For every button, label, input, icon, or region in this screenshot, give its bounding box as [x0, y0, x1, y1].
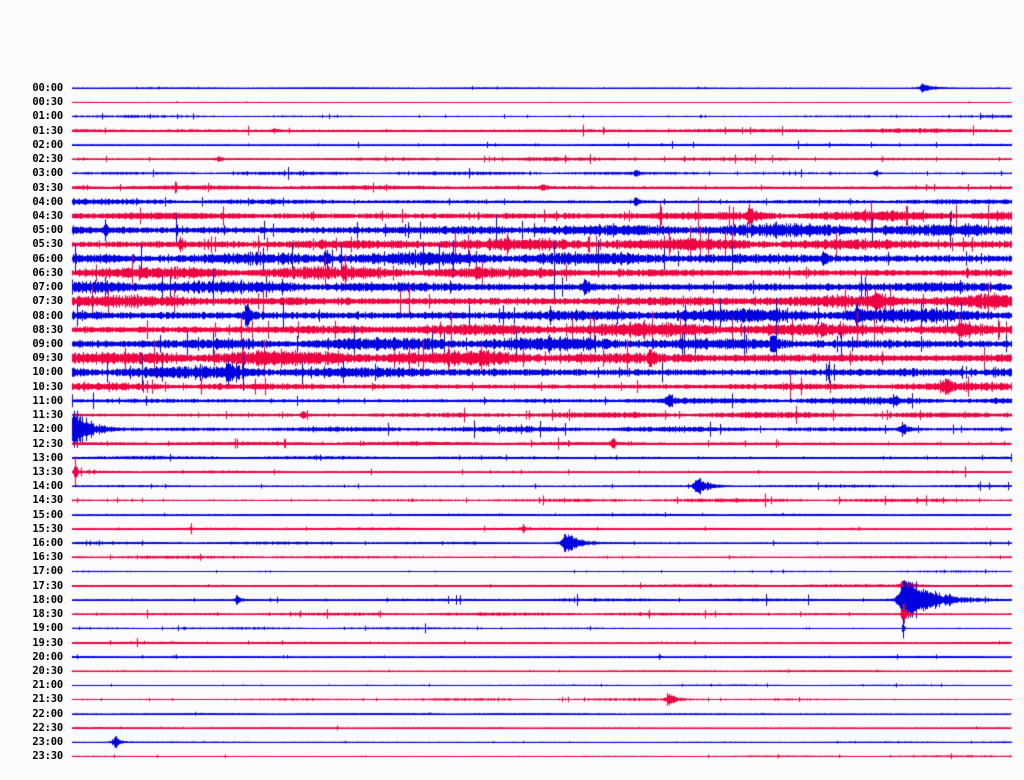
time-axis-label: 13:00	[32, 451, 63, 464]
time-axis-label: 18:00	[32, 593, 63, 606]
time-axis-label: 06:00	[32, 252, 63, 265]
time-axis-label: 04:00	[32, 195, 63, 208]
time-axis-label: 07:00	[32, 281, 63, 294]
time-axis-label: 23:30	[32, 750, 63, 763]
time-axis-label: 18:30	[32, 608, 63, 621]
time-axis-label: 15:00	[32, 508, 63, 521]
time-axis-label: 23:00	[32, 736, 63, 749]
time-axis-label: 19:00	[32, 622, 63, 635]
time-axis-label: 01:00	[32, 110, 63, 123]
time-axis-label: 09:30	[32, 352, 63, 365]
time-axis-label: 21:00	[32, 679, 63, 692]
time-axis-label: 04:30	[32, 209, 63, 222]
time-axis-label: 17:30	[32, 579, 63, 592]
time-axis-label: 13:30	[32, 465, 63, 478]
time-axis-label: 10:30	[32, 380, 63, 393]
time-axis-label: 11:00	[32, 394, 63, 407]
time-axis-label: 07:30	[32, 295, 63, 308]
time-axis-label: 01:30	[32, 124, 63, 137]
time-axis-label: 16:00	[32, 537, 63, 550]
time-axis-label: 22:30	[32, 721, 63, 734]
time-axis-label: 08:30	[32, 323, 63, 336]
time-axis-label: 22:00	[32, 707, 63, 720]
time-axis-label: 05:00	[32, 224, 63, 237]
time-axis-label: 11:30	[32, 409, 63, 422]
time-axis-label: 09:00	[32, 337, 63, 350]
time-axis-label: 17:00	[32, 565, 63, 578]
time-axis-label: 12:00	[32, 423, 63, 436]
time-axis-label: 06:30	[32, 266, 63, 279]
time-axis-label: 21:30	[32, 693, 63, 706]
time-axis-label: 20:00	[32, 650, 63, 663]
time-axis-label: 00:30	[32, 96, 63, 109]
time-axis-label: 12:30	[32, 437, 63, 450]
time-axis-label: 02:30	[32, 153, 63, 166]
time-axis: 00:00 00:30 01:00 01:30 02:00 02:30 03:00 03:30…	[0, 0, 72, 780]
time-axis-label: 14:30	[32, 494, 63, 507]
time-axis-label: 19:30	[32, 636, 63, 649]
time-axis-label: 03:00	[32, 167, 63, 180]
time-axis-label: 02:00	[32, 138, 63, 151]
time-axis-label: 16:30	[32, 551, 63, 564]
time-axis-label: 14:00	[32, 480, 63, 493]
time-axis-label: 08:00	[32, 309, 63, 322]
time-axis-label: 00:00	[32, 82, 63, 94]
time-axis-label: 15:30	[32, 522, 63, 535]
time-axis-label: 10:00	[32, 366, 63, 379]
time-axis-label: 05:30	[32, 238, 63, 251]
time-axis-label: 20:30	[32, 665, 63, 678]
time-axis-label: 03:30	[32, 181, 63, 194]
